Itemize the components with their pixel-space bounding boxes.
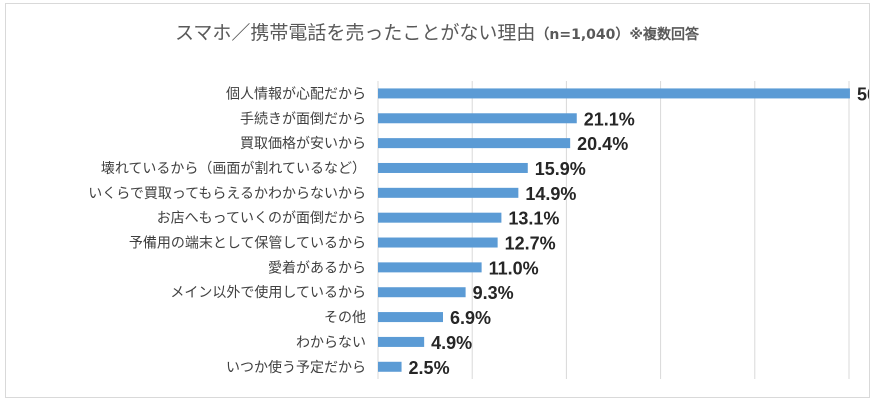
bar	[378, 187, 519, 198]
category-label: いつか使う予定だから	[226, 359, 366, 376]
bar	[378, 312, 443, 323]
value-label: 12.7%	[505, 234, 556, 254]
value-label: 13.1%	[508, 209, 559, 229]
category-label: 手続きが面倒だから	[240, 110, 366, 127]
value-label: 15.9%	[535, 159, 586, 179]
bars	[378, 88, 850, 372]
category-label: その他	[324, 310, 366, 326]
chart-title-note: （n=1,040）※複数回答	[535, 26, 700, 43]
chart-frame: スマホ／携帯電話を売ったことがない理由（n=1,040）※複数回答 個人情報が心…	[5, 3, 870, 398]
value-label: 4.9%	[431, 333, 472, 353]
bar	[378, 336, 425, 347]
chart-title-main: スマホ／携帯電話を売ったことがない理由	[175, 22, 535, 44]
chart-title: スマホ／携帯電話を売ったことがない理由（n=1,040）※複数回答	[175, 22, 700, 44]
value-label: 9.3%	[473, 283, 514, 303]
category-label: 愛着があるから	[268, 260, 366, 276]
bar	[378, 212, 502, 223]
bar	[378, 88, 850, 99]
category-label: 買取価格が安いから	[240, 136, 366, 152]
category-label: お店へもっていくのが面倒だから	[157, 211, 366, 227]
category-label: メイン以外で使用しているから	[170, 284, 366, 301]
value-label: 20.4%	[577, 134, 628, 154]
value-label: 14.9%	[525, 184, 576, 204]
category-label: 予備用の端末として保管しているから	[129, 236, 366, 252]
bar	[378, 162, 528, 173]
category-label: いくらで買取ってもらえるかわからないから	[88, 186, 366, 202]
value-label: 6.9%	[450, 308, 491, 328]
category-label: 壊れているから（画面が割れているなど）	[101, 160, 366, 177]
bar	[378, 113, 577, 124]
value-label: 2.5%	[409, 358, 450, 378]
bar-chart: スマホ／携帯電話を売ったことがない理由（n=1,040）※複数回答 個人情報が心…	[88, 22, 869, 379]
bar	[378, 262, 482, 273]
value-label: 11.0%	[489, 258, 539, 278]
value-labels: 50.1% 21.1% 20.4% 15.9% 14.9% 13.1% 12.7% 11.0%…	[409, 84, 869, 377]
bar	[378, 287, 466, 298]
bar	[378, 237, 498, 248]
category-label: わからない	[296, 335, 366, 351]
bar	[378, 138, 571, 149]
gridlines	[377, 81, 850, 379]
category-labels: 個人情報が心配だから手続きが面倒だから買取価格が安いから壊れているから（画面が割…	[88, 86, 366, 375]
bar	[378, 361, 402, 372]
value-label: 21.1%	[584, 109, 635, 129]
value-label: 50.1%	[857, 84, 869, 104]
category-label: 個人情報が心配だから	[226, 86, 366, 102]
